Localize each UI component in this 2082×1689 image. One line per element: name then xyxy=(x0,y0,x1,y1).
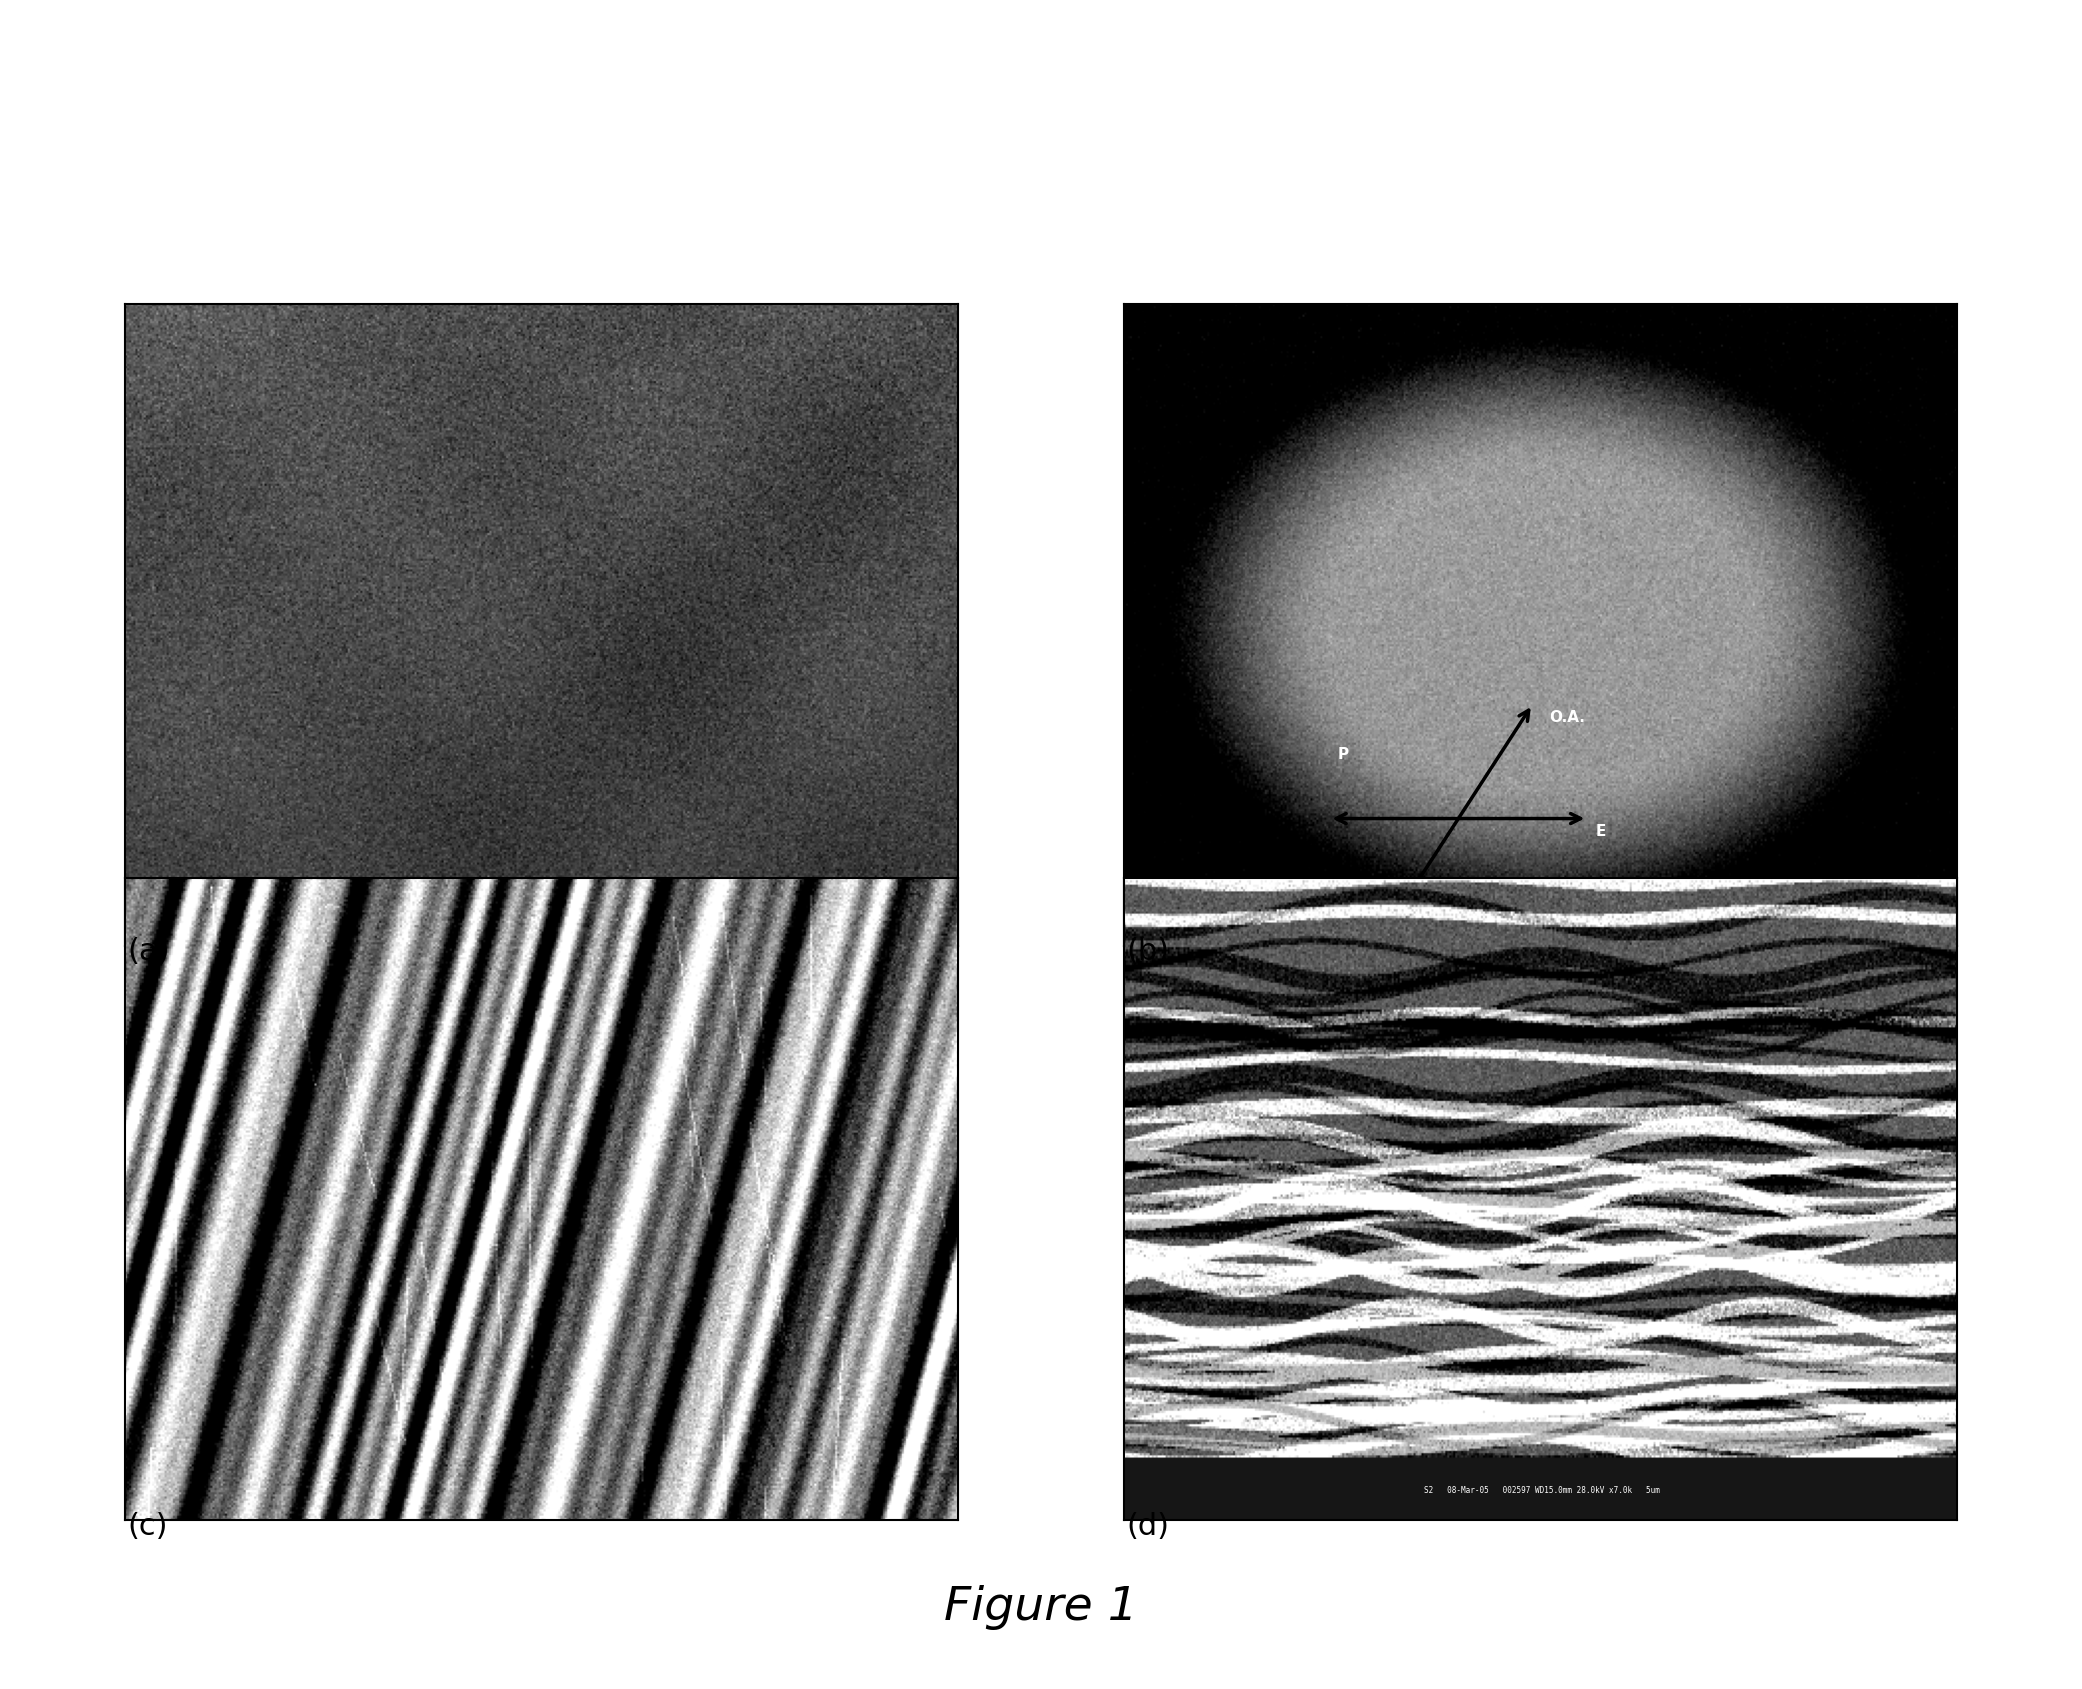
Text: P: P xyxy=(1339,747,1349,762)
Text: (a): (a) xyxy=(127,937,169,966)
Text: E: E xyxy=(1597,824,1607,839)
Text: (d): (d) xyxy=(1126,1512,1170,1540)
Text: S2   08-Mar-05   002597 WD15.0mm 28.0kV x7.0k   5um: S2 08-Mar-05 002597 WD15.0mm 28.0kV x7.0… xyxy=(1424,1486,1659,1495)
Text: (b): (b) xyxy=(1126,937,1170,966)
Text: (c): (c) xyxy=(127,1512,167,1540)
Text: Figure 1: Figure 1 xyxy=(943,1584,1139,1630)
Text: O.A.: O.A. xyxy=(1549,711,1584,725)
